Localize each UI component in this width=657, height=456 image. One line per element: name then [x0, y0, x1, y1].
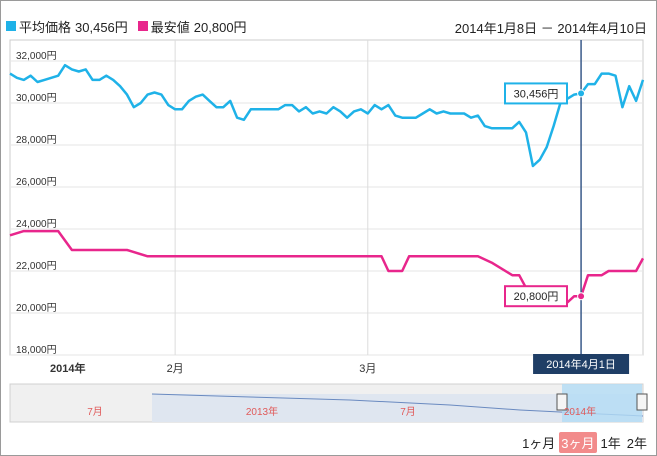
zoom-button[interactable]: 3ヶ月 — [559, 432, 597, 453]
navigator-label: 2014年 — [564, 405, 596, 418]
series-line-min — [9, 229, 645, 304]
y-tick-label: 24,000円 — [16, 219, 57, 230]
cursor-group: 30,456円 20,800円 2014年4月1日 — [504, 40, 630, 374]
zoom-buttons: 1ヶ月 3ヶ月 1年 2年 — [518, 432, 649, 453]
cursor-point-min — [577, 292, 586, 301]
navigator-selection — [562, 384, 642, 422]
cursor-tooltip-avg: 30,456円 — [514, 88, 559, 100]
x-tick-label: 2月 — [167, 363, 184, 375]
series-lines — [9, 63, 645, 304]
y-tick-label: 32,000円 — [16, 51, 57, 62]
y-tick-label: 30,000円 — [16, 93, 57, 104]
legend: 平均価格 30,456円 最安値 20,800円 — [6, 17, 257, 36]
legend-swatch-avg — [6, 21, 16, 31]
price-chart[interactable]: 18,000円 20,000円 22,000円 24,000円 26,000円 28,00… — [0, 0, 657, 430]
y-axis-labels: 18,000円 20,000円 22,000円 24,000円 26,000円 28,00… — [16, 51, 57, 356]
cursor-tooltip-min-box — [504, 285, 568, 308]
y-tick-label: 18,000円 — [16, 345, 57, 356]
legend-item-avg[interactable]: 平均価格 30,456円 — [6, 17, 128, 36]
x-tick-label: 2014年 — [50, 361, 85, 375]
date-range: 2014年1月8日 － 2014年4月10日 — [454, 21, 647, 36]
legend-label-avg: 平均価格 — [19, 19, 72, 35]
cursor-point-avg — [577, 89, 586, 98]
series-line-avg — [9, 63, 645, 168]
navigator-handle-right — [636, 393, 648, 411]
navigator-handle-left — [556, 393, 568, 411]
navigator[interactable]: 7月 2013年 7月 2014年 — [9, 383, 648, 423]
zoom-button[interactable]: 1ヶ月 — [522, 436, 556, 451]
y-tick-label: 26,000円 — [16, 177, 57, 188]
legend-swatch-min — [137, 21, 148, 31]
legend-item-min[interactable]: 最安値 20,800円 — [137, 17, 247, 36]
legend-label-min: 最安値 — [150, 19, 190, 35]
cursor-date-box — [533, 354, 630, 374]
legend-value-min: 20,800円 — [193, 19, 247, 35]
y-tick-label: 20,000円 — [16, 303, 57, 314]
x-axis-labels: 2014年 2月 3月 — [50, 361, 376, 375]
cursor-date-label: 2014年4月1日 — [546, 357, 616, 371]
cursor-tooltip-avg-box — [504, 82, 568, 105]
cursor-tooltip-min: 20,800円 — [514, 291, 559, 303]
zoom-button[interactable]: 1年 — [600, 436, 621, 451]
x-tick-label: 3月 — [359, 363, 376, 375]
legend-value-avg: 30,456円 — [75, 19, 128, 35]
navigator-label: 7月 — [400, 406, 416, 418]
y-tick-label: 22,000円 — [16, 261, 57, 272]
navigator-label: 2013年 — [246, 405, 278, 418]
navigator-label: 7月 — [87, 406, 103, 418]
y-tick-label: 28,000円 — [16, 135, 57, 146]
zoom-button[interactable]: 2年 — [626, 436, 647, 451]
